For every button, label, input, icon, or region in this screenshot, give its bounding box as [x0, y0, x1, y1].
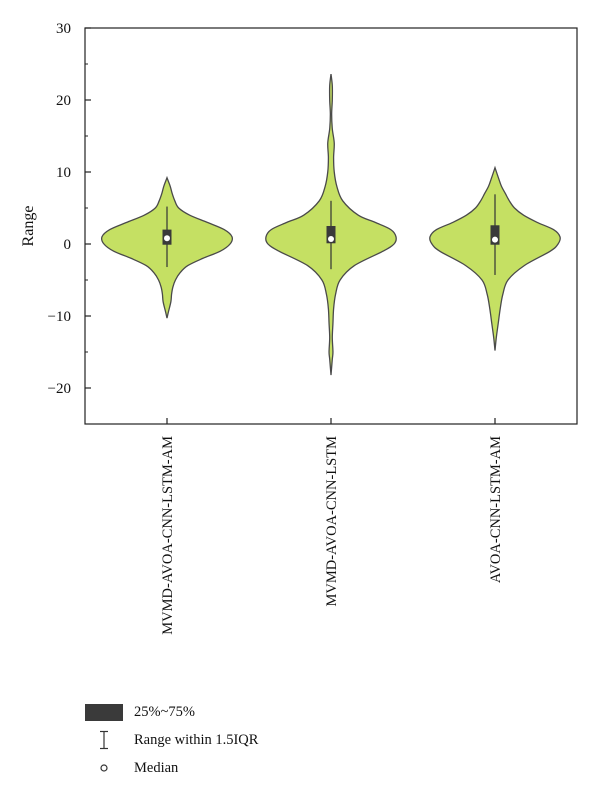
whisker-icon: [100, 730, 108, 750]
y-tick-label: 0: [64, 237, 72, 253]
x-category-label: MVMD-AVOA-CNN-LSTM-AM: [160, 436, 176, 635]
median-marker: [328, 235, 334, 242]
iqr-box-swatch: [85, 703, 123, 721]
iqr-box: [490, 225, 500, 245]
y-tick-label: 30: [56, 21, 71, 37]
y-tick-label: 10: [56, 165, 71, 181]
violin-group: [100, 74, 561, 376]
median-marker-icon: [100, 764, 108, 772]
legend-whisker-label: Range within 1.5IQR: [134, 731, 259, 748]
x-category-label: MVMD-AVOA-CNN-LSTM: [324, 436, 340, 607]
legend-median-label: Median: [134, 759, 179, 776]
y-axis-title: Range: [20, 206, 37, 247]
y-tick-label: −20: [48, 381, 71, 397]
median-marker: [164, 235, 170, 242]
violin-chart: −20 −10 0 10 20 30 Range MVMD-AVOA-CNN-LSTM-A…: [20, 21, 578, 635]
legend: 25%~75% Range within 1.5IQR Median: [84, 698, 258, 782]
y-tick-label: 20: [56, 93, 71, 109]
legend-iqr-label: 25%~75%: [134, 703, 196, 720]
y-axis: −20 −10 0 10 20 30: [48, 21, 91, 425]
iqr-box: [326, 226, 336, 244]
legend-item-whisker: Range within 1.5IQR: [84, 726, 258, 754]
y-tick-label: −10: [48, 309, 71, 325]
median-marker: [492, 236, 498, 243]
x-category-labels: MVMD-AVOA-CNN-LSTM-AM MVMD-AVOA-CNN-LSTM A…: [160, 418, 504, 635]
x-category-label: AVOA-CNN-LSTM-AM: [488, 436, 504, 583]
legend-item-median: Median: [84, 754, 258, 782]
legend-item-iqr: 25%~75%: [84, 698, 258, 726]
